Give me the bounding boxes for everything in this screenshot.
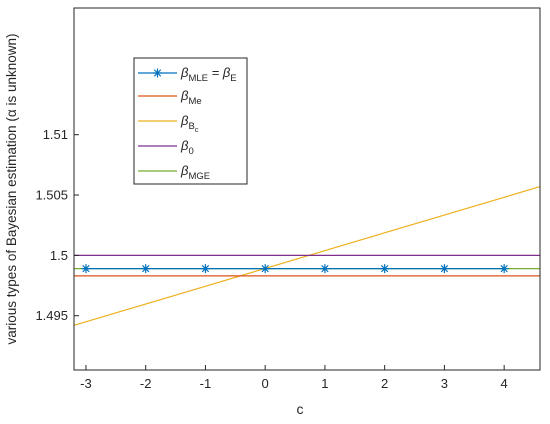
series-line [73, 186, 541, 326]
x-tick-label: 2 [381, 376, 388, 391]
x-tick-label: -3 [80, 376, 92, 391]
legend-item: βMGE [138, 163, 210, 182]
legend-label: βMLE = βE [180, 65, 237, 84]
series-point [153, 68, 162, 78]
legend-label: β0 [180, 138, 194, 157]
series-point [499, 264, 509, 274]
series-point [439, 264, 449, 274]
legend: βMLE = βE βMe βBc β0 βMGE [133, 57, 248, 185]
y-axis-ticks: 1.495 1.5 1.505 1.51 [35, 127, 79, 323]
plot-frame [73, 7, 541, 371]
series-point [141, 264, 151, 274]
legend-label: βMe [180, 88, 202, 107]
x-axis-ticks: -3 -2 -1 0 1 2 3 4 [80, 365, 508, 391]
legend-label: βBc [180, 113, 199, 134]
legend-item: βMe [138, 88, 202, 107]
series-point [81, 264, 91, 274]
x-tick-label: -1 [200, 376, 212, 391]
series-point [200, 264, 210, 274]
y-tick-label: 1.495 [35, 308, 68, 323]
series-point [320, 264, 330, 274]
y-tick-label: 1.505 [35, 188, 68, 203]
y-tick-label: 1.51 [43, 127, 68, 142]
legend-item: β0 [138, 138, 194, 157]
series-point [380, 264, 390, 274]
series-point [260, 264, 270, 274]
x-tick-label: 4 [501, 376, 508, 391]
legend-item: βMLE = βE [138, 65, 237, 84]
legend-item: βBc [138, 113, 199, 134]
legend-label: βMGE [180, 163, 210, 182]
y-axis-label: various types of Bayesian estimation (α … [4, 34, 19, 345]
x-tick-label: -2 [140, 376, 152, 391]
x-tick-label: 0 [262, 376, 269, 391]
x-tick-label: 1 [321, 376, 328, 391]
y-tick-label: 1.5 [50, 248, 68, 263]
x-axis-label: c [297, 401, 304, 417]
series-layer [73, 186, 541, 326]
x-tick-label: 3 [441, 376, 448, 391]
